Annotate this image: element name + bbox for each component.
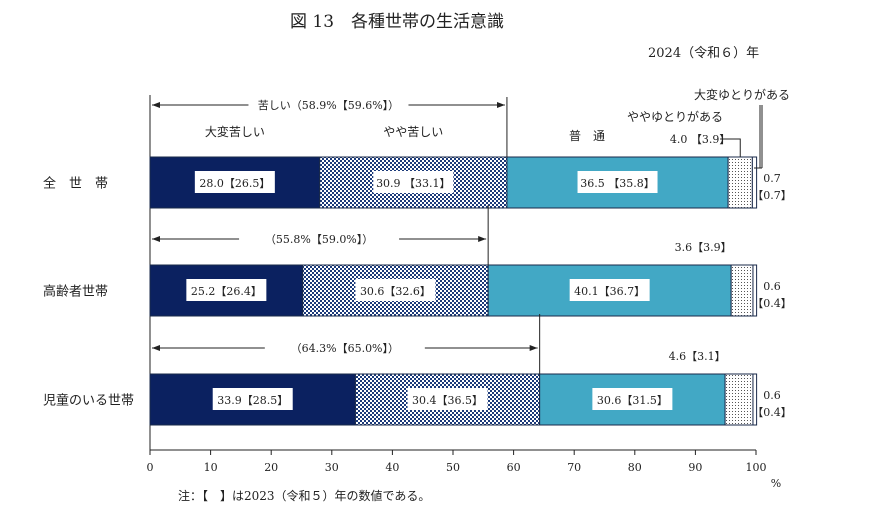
data-label-box [194, 171, 275, 193]
x-tick-label: 40 [385, 461, 399, 474]
data-label: 30.6【32.6】 [360, 285, 431, 298]
x-tick-label: 50 [446, 461, 460, 474]
bar-segment [539, 373, 726, 426]
x-tick-label: 70 [567, 461, 581, 474]
x-tick-label: 30 [325, 461, 339, 474]
x-tick-label: 90 [688, 461, 702, 474]
leader-line [720, 138, 741, 157]
bar-segment [751, 156, 758, 209]
data-label: 30.9 【33.1】 [376, 177, 450, 190]
data-label: 0.6 [763, 389, 781, 402]
data-label: 4.6【3.1】 [669, 350, 726, 363]
category-label: 全 世 帯 [43, 176, 108, 192]
bar-segment [727, 156, 753, 209]
hardship-total-label: （55.8%【59.0%】） [265, 233, 373, 246]
data-label: 40.1【36.7】 [574, 285, 645, 298]
data-label-box [355, 279, 436, 301]
data-label: 【0.4】 [752, 297, 792, 310]
bar-segment [730, 264, 754, 317]
bar-segment [724, 373, 754, 426]
x-tick-label: 100 [746, 461, 767, 474]
data-label: 4.0 【3.9】 [670, 133, 730, 146]
x-tick-label: 20 [264, 461, 278, 474]
x-tick-label: 10 [204, 461, 218, 474]
x-tick-label: 80 [628, 461, 642, 474]
chart-title: 図 13 各種世帯の生活意識 [290, 12, 504, 32]
legend-label: やや苦しい [383, 125, 443, 139]
data-label: 3.6【3.9】 [675, 241, 732, 254]
data-label-box [186, 279, 267, 301]
data-label-box [592, 388, 673, 410]
bar-segment [752, 264, 758, 317]
data-label: 30.4【36.5】 [412, 394, 483, 407]
data-label: 36.5 【35.8】 [580, 177, 654, 190]
category-label: 児童のいる世帯 [43, 393, 134, 409]
legend-label: 大変ゆとりがある [694, 87, 790, 102]
data-label: 【0.4】 [752, 406, 792, 419]
legend-label: 大変苦しい [205, 124, 265, 139]
year-label: 2024（令和６）年 [648, 46, 759, 61]
data-label-box [569, 279, 650, 301]
data-label: 33.9【28.5】 [217, 394, 288, 407]
data-label-box [212, 388, 293, 410]
legend-label: 普 通 [569, 129, 605, 143]
data-label-box [577, 171, 658, 193]
hardship-total-label: 苦しい（58.9%【59.6%】） [258, 99, 399, 112]
x-unit-label: % [771, 477, 781, 490]
note: 注：【 】は2023（令和５）年の数値である。 [178, 488, 430, 503]
category-label: 高齢者世帯 [43, 284, 108, 300]
x-tick-label: 60 [507, 461, 521, 474]
hardship-total-label: （64.3%【65.0%】） [291, 342, 399, 355]
data-label-box [407, 388, 488, 410]
data-label-box [373, 171, 454, 193]
data-label: 0.6 [763, 280, 781, 293]
data-label: 【0.7】 [752, 189, 792, 202]
bar-segment [752, 373, 758, 426]
data-label: 0.7 [763, 172, 781, 185]
data-label: 30.6【31.5】 [597, 394, 668, 407]
legend-label: ややゆとりがある [627, 109, 723, 124]
data-label: 28.0【26.5】 [199, 177, 270, 190]
data-label: 25.2【26.4】 [191, 285, 262, 298]
x-tick-label: 0 [147, 461, 154, 474]
